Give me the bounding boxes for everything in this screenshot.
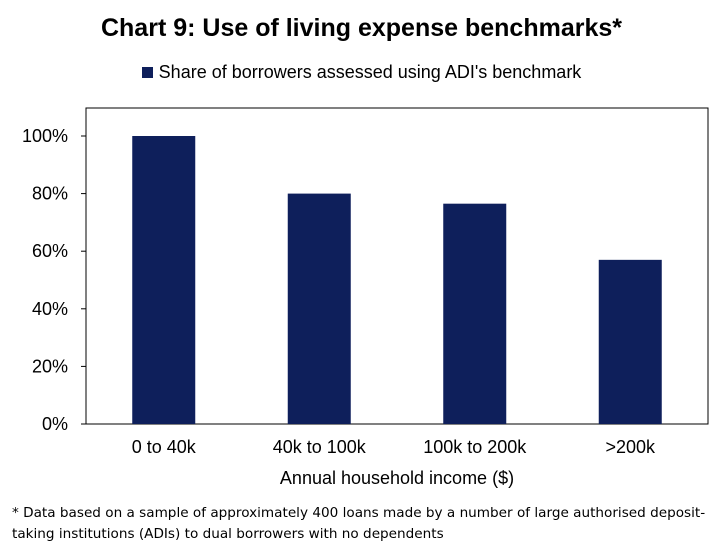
legend-label: Share of borrowers assessed using ADI's … <box>158 62 582 82</box>
y-tick-label: 60% <box>32 241 68 261</box>
bar <box>443 203 507 424</box>
x-tick-label: 0 to 40k <box>132 437 197 457</box>
footnote: * Data based on a sample of approximatel… <box>12 505 706 542</box>
bar <box>598 259 662 424</box>
bar <box>132 136 196 424</box>
y-tick-label: 0% <box>42 414 68 434</box>
x-axis-label: Annual household income ($) <box>280 468 514 488</box>
plot-frame <box>85 107 709 425</box>
bar-chart: 0% 20% 40% 60% 80% 100% 0 to 40k 40k to 100k 100… <box>22 107 709 488</box>
legend: Share of borrowers assessed using ADI's … <box>0 62 723 83</box>
y-tick-label: 40% <box>32 299 68 319</box>
chart-title: Chart 9: Use of living expense benchmark… <box>100 14 622 42</box>
y-tick-label: 100% <box>22 126 68 146</box>
x-tick-label: >200k <box>605 437 656 457</box>
x-tick-label: 100k to 200k <box>423 437 527 457</box>
y-tick-label: 20% <box>32 356 68 376</box>
legend-swatch <box>141 67 153 78</box>
x-tick-label: 40k to 100k <box>273 437 367 457</box>
bar <box>287 193 351 424</box>
y-tick-label: 80% <box>32 184 68 204</box>
